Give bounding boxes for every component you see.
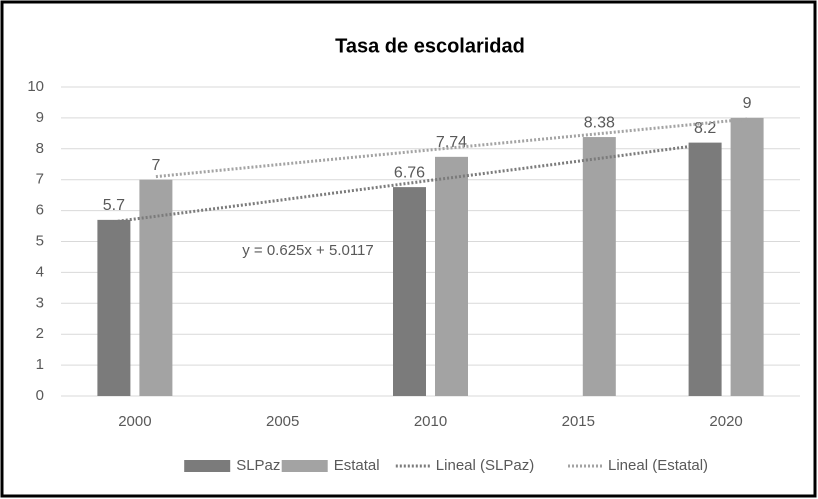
legend-label: Lineal (Estatal) — [608, 457, 708, 474]
bar — [435, 157, 468, 396]
y-tick-label: 8 — [36, 140, 44, 157]
bar — [97, 220, 130, 396]
y-tick-label: 5 — [36, 232, 44, 249]
data-label: 6.76 — [394, 164, 425, 181]
x-tick-label: 2010 — [414, 413, 447, 430]
y-tick-label: 6 — [36, 202, 44, 219]
legend-swatch — [282, 460, 328, 472]
data-label: 8.2 — [694, 120, 716, 137]
y-tick-label: 10 — [27, 78, 44, 95]
legend-label: Estatal — [334, 457, 380, 474]
y-tick-label: 9 — [36, 109, 44, 126]
x-tick-label: 2020 — [709, 413, 742, 430]
x-tick-label: 2005 — [266, 413, 299, 430]
x-tick-label: 2000 — [118, 413, 151, 430]
data-label: 9 — [743, 95, 752, 112]
bar — [583, 137, 616, 396]
annotation: y = 0.625x + 5.0117 — [242, 242, 374, 259]
data-label: 5.7 — [103, 197, 125, 214]
y-tick-label: 3 — [36, 294, 44, 311]
x-tick-label: 2015 — [562, 413, 595, 430]
y-tick-label: 2 — [36, 325, 44, 342]
chart-title: Tasa de escolaridad — [335, 35, 525, 57]
legend-label: Lineal (SLPaz) — [436, 457, 534, 474]
bar — [731, 118, 764, 396]
data-label: 8.38 — [584, 114, 615, 131]
chart: Tasa de escolaridad y = 0.625x + 5.0117 … — [0, 0, 818, 499]
legend-label: SLPaz — [236, 457, 280, 474]
legend-swatch — [184, 460, 230, 472]
data-label: 7 — [151, 157, 160, 174]
bar — [139, 180, 172, 396]
bar — [689, 143, 722, 396]
y-tick-label: 1 — [36, 356, 44, 373]
page: Tasa de escolaridad y = 0.625x + 5.0117 … — [0, 0, 818, 499]
bar — [393, 187, 426, 396]
y-tick-label: 4 — [36, 263, 44, 280]
y-tick-label: 7 — [36, 171, 44, 188]
y-tick-label: 0 — [36, 387, 44, 404]
